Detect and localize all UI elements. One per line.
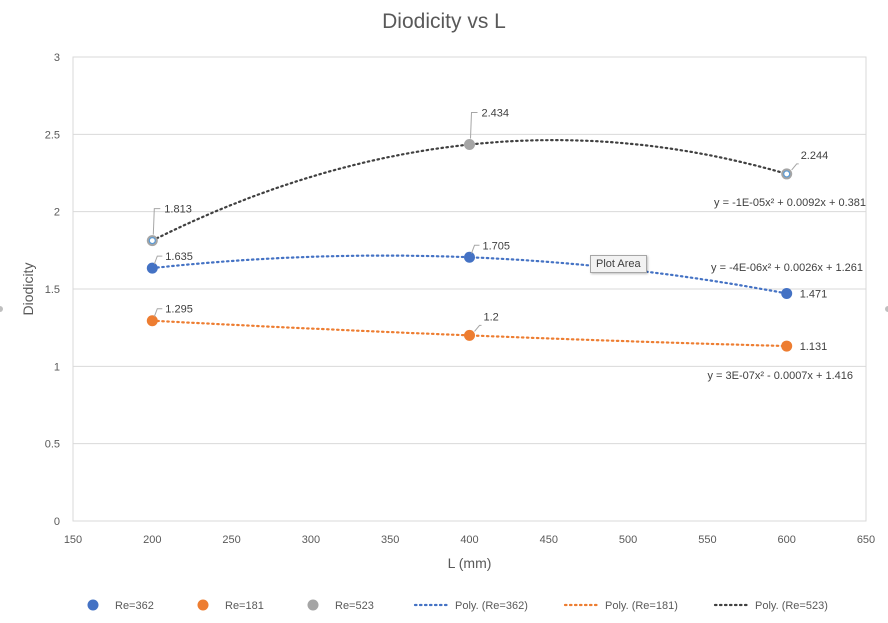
trendline <box>151 139 788 242</box>
data-label: 1.295 <box>165 304 193 316</box>
label-leader-line <box>470 112 478 139</box>
label-leader-line <box>153 308 163 317</box>
y-tick-label: 0.5 <box>45 439 60 451</box>
trendline-equation: y = -1E-05x² + 0.0092x + 0.381 <box>714 197 866 209</box>
x-axis-title: L (mm) <box>448 555 492 571</box>
data-point <box>146 262 158 274</box>
legend-marker <box>87 599 99 611</box>
trendline-equation: y = -4E-06x² + 0.0026x + 1.261 <box>711 262 863 274</box>
x-tick-label: 250 <box>222 534 240 546</box>
x-tick-label: 450 <box>540 534 558 546</box>
y-tick-label: 3 <box>54 52 60 64</box>
x-tick-label: 650 <box>857 534 875 546</box>
data-point <box>464 139 475 151</box>
plot-area-tooltip: Plot Area <box>590 255 647 273</box>
legend-label: Poly. (Re=181) <box>605 600 678 612</box>
y-tick-label: 0 <box>54 516 60 528</box>
x-tick-label: 150 <box>64 534 82 546</box>
x-tick-label: 200 <box>143 534 161 546</box>
data-point <box>464 329 475 341</box>
data-point <box>464 251 475 263</box>
x-tick-label: 400 <box>460 534 478 546</box>
label-leader-line <box>791 163 799 171</box>
data-point <box>781 340 793 352</box>
data-label: 2.244 <box>801 150 829 162</box>
data-point <box>781 287 793 299</box>
x-tick-label: 300 <box>302 534 320 546</box>
x-tick-label: 600 <box>778 534 796 546</box>
trendline-equation: y = 3E-07x² - 0.0007x + 1.416 <box>707 370 853 382</box>
y-tick-label: 1.5 <box>45 284 60 296</box>
data-label: 1.131 <box>800 341 828 353</box>
legend-label: Poly. (Re=523) <box>755 600 828 612</box>
data-label: 1.635 <box>165 251 193 263</box>
data-label: 1.471 <box>800 288 828 300</box>
legend-label: Re=181 <box>225 600 264 612</box>
y-tick-label: 2 <box>54 207 60 219</box>
legend-marker <box>307 599 319 611</box>
data-label: 1.2 <box>484 311 499 323</box>
data-label: 1.705 <box>483 240 511 252</box>
data-label: 1.813 <box>164 204 192 216</box>
legend-label: Poly. (Re=362) <box>455 600 528 612</box>
label-leader-line <box>474 324 482 332</box>
left-resize-handle[interactable] <box>0 306 3 312</box>
data-label: 2.434 <box>482 108 510 120</box>
label-leader-line <box>153 255 163 265</box>
label-leader-line <box>152 208 161 235</box>
y-axis-title: Diodicity <box>20 263 36 316</box>
x-tick-label: 500 <box>619 534 637 546</box>
trendline <box>151 254 788 295</box>
x-tick-label: 550 <box>698 534 716 546</box>
x-tick-label: 350 <box>381 534 399 546</box>
data-point-highlight <box>148 236 156 245</box>
right-resize-handle[interactable] <box>885 306 888 312</box>
data-point <box>146 315 158 327</box>
y-tick-label: 2.5 <box>45 129 60 141</box>
legend-marker <box>197 599 209 611</box>
data-point-highlight <box>783 170 791 178</box>
chart-title: Diodicity vs L <box>382 10 506 33</box>
label-leader-line <box>471 244 480 254</box>
y-tick-label: 1 <box>54 361 60 373</box>
legend-label: Re=523 <box>335 600 374 612</box>
legend-label: Re=362 <box>115 600 154 612</box>
